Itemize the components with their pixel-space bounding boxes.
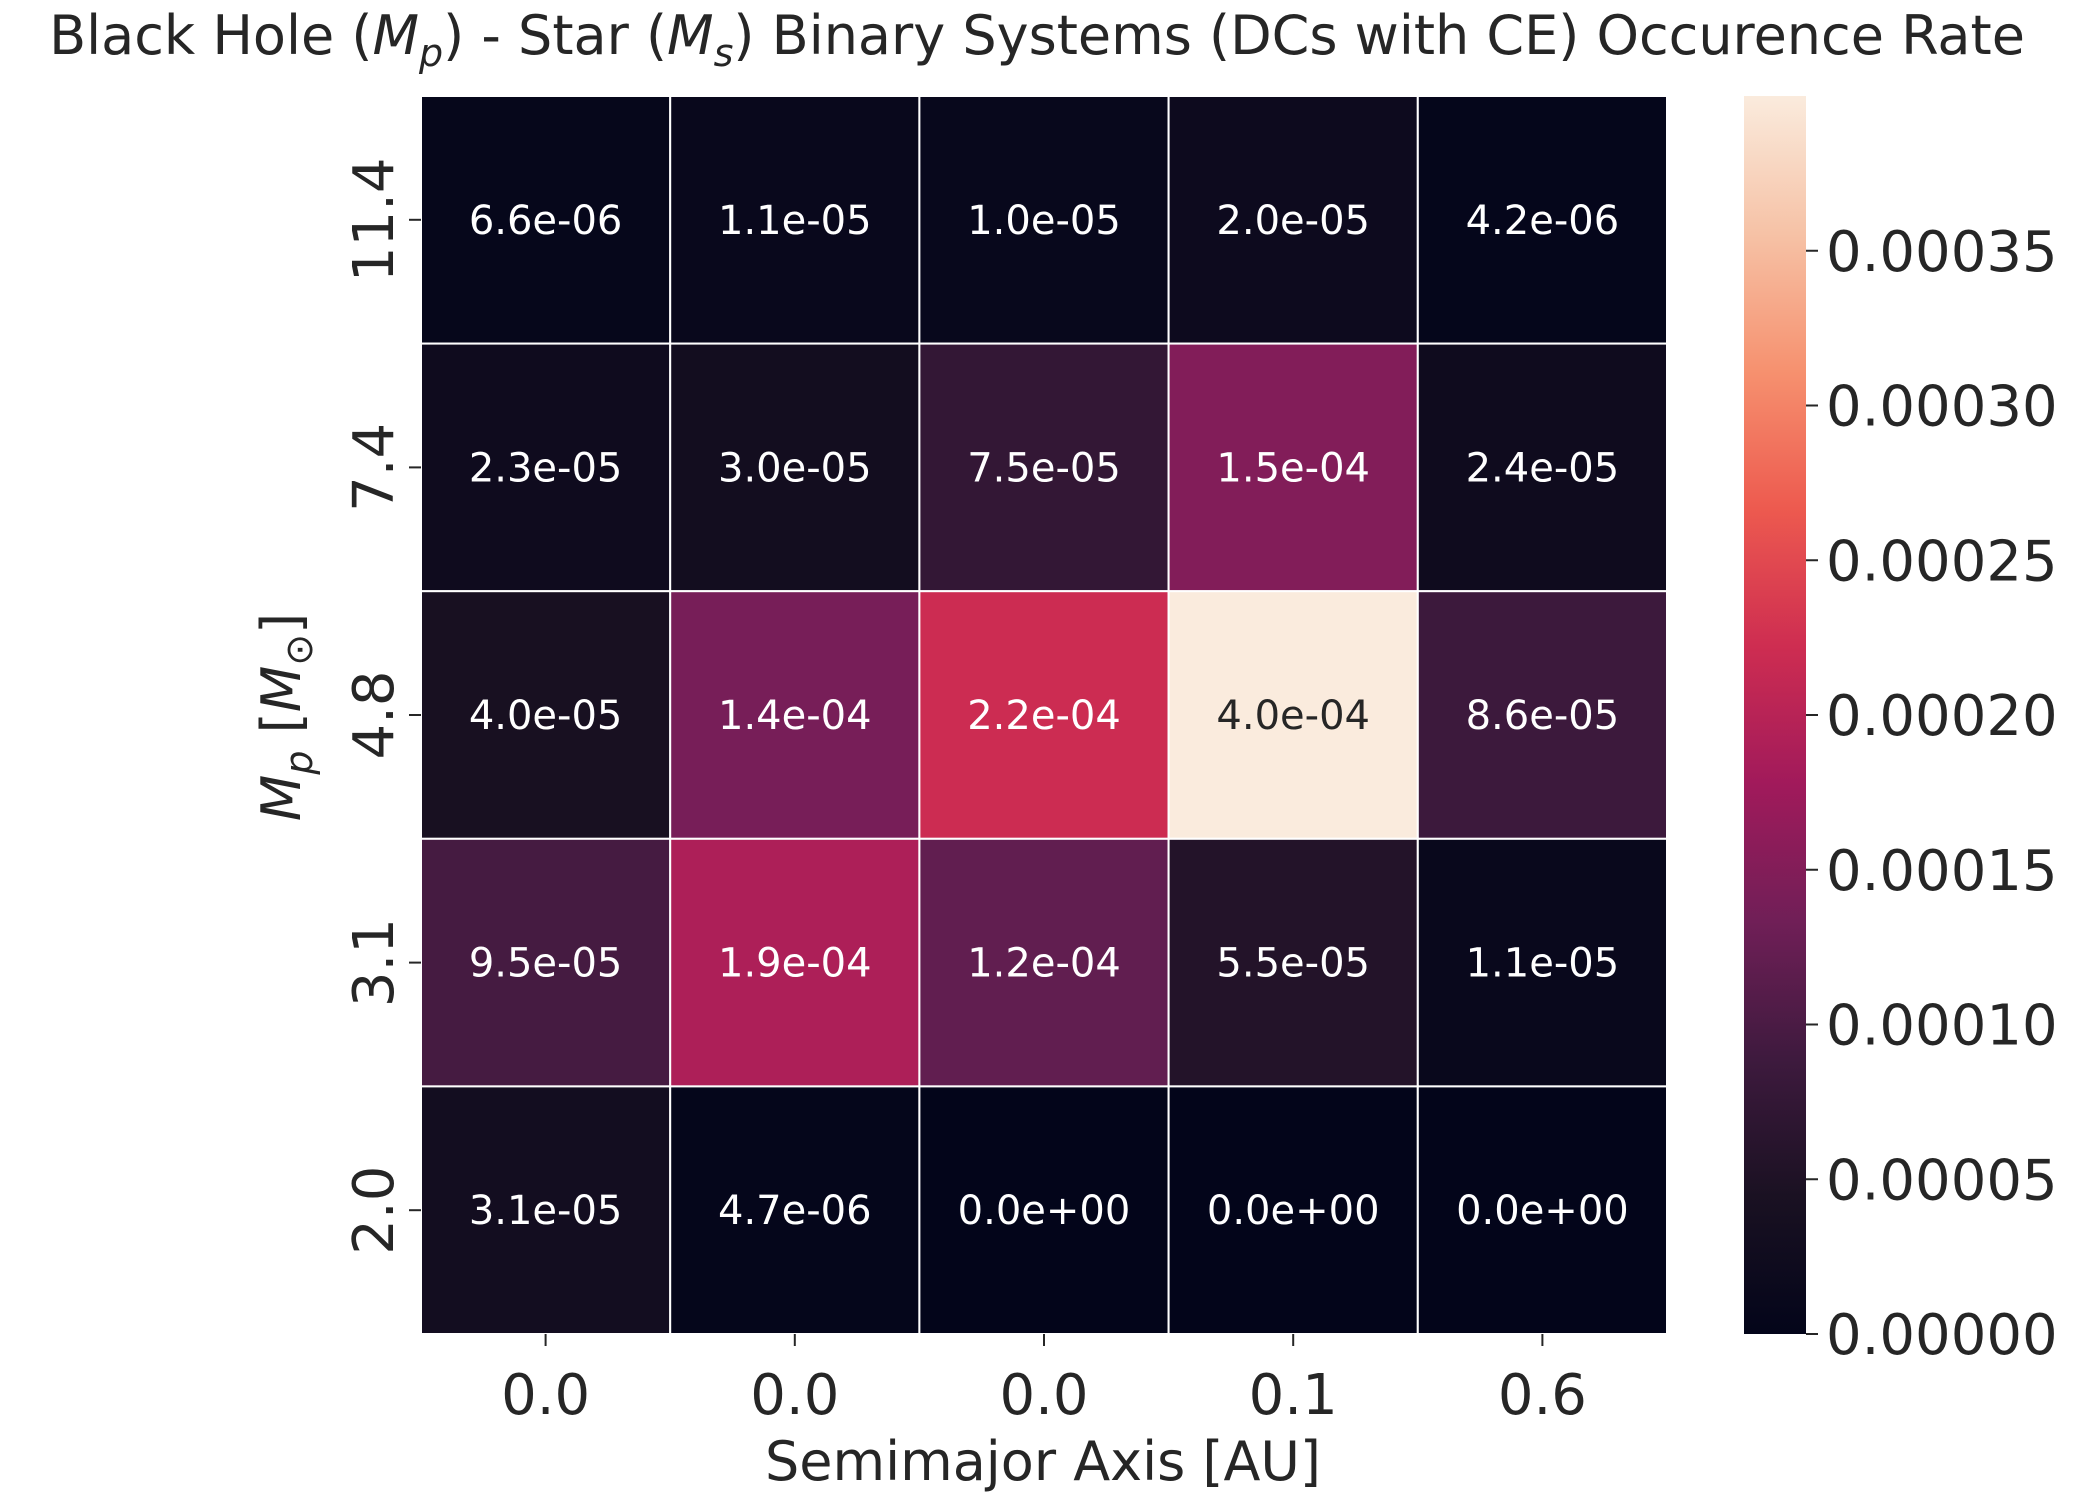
cell-value-label: 7.5e-05 xyxy=(967,445,1121,491)
x-tick-label: 0.0 xyxy=(501,1363,590,1428)
title-ms-sub: s xyxy=(714,31,734,75)
heatmap-cell-r3-c1 xyxy=(669,837,921,1088)
cell-value-label: 1.1e-05 xyxy=(1466,941,1620,987)
cell-value-label: 1.0e-05 xyxy=(967,198,1121,244)
colorbar-tick-label: 0.00025 xyxy=(1826,529,2058,594)
heatmap-cell-r1-c2 xyxy=(918,342,1170,593)
heatmap-cells xyxy=(420,95,1669,1336)
x-axis-label: Semimajor Axis [AU] xyxy=(765,1430,1321,1493)
x-tick-label: 0.6 xyxy=(1498,1363,1587,1428)
cell-value-label: 4.0e-04 xyxy=(1216,693,1370,739)
colorbar-tick-label: 0.00010 xyxy=(1826,994,2058,1059)
cell-value-label: 3.0e-05 xyxy=(718,445,872,491)
cell-value-label: 1.2e-04 xyxy=(967,941,1121,987)
heatmap-cell-r4-c4 xyxy=(1416,1085,1669,1336)
heatmap-cell-r0-c0 xyxy=(420,95,672,345)
heatmap-cell-r2-c2 xyxy=(918,590,1170,840)
heatmap-cell-r4-c1 xyxy=(669,1085,921,1336)
y-tick-label: 7.4 xyxy=(342,423,407,512)
y-tick-label: 11.4 xyxy=(342,157,407,282)
colorbar xyxy=(1744,96,1806,1334)
cell-value-label: 1.9e-04 xyxy=(718,941,872,987)
cell-value-label: 1.4e-04 xyxy=(718,693,872,739)
cell-value-label: 3.1e-05 xyxy=(469,1188,623,1234)
cell-value-label: 1.5e-04 xyxy=(1216,445,1370,491)
cell-value-label: 8.6e-05 xyxy=(1466,693,1620,739)
heatmap-cell-r3-c4 xyxy=(1416,837,1669,1088)
x-axis-ticks: 0.0 0.0 0.0 0.1 0.6 xyxy=(501,1334,1587,1428)
colorbar-tick-label: 0.00030 xyxy=(1826,375,2058,440)
cell-value-label: 2.2e-04 xyxy=(967,693,1121,739)
cell-value-label: 9.5e-05 xyxy=(469,941,623,987)
title-mp-symbol: M xyxy=(372,4,419,67)
title-ms-symbol: M xyxy=(667,4,714,67)
y-tick-label: 2.0 xyxy=(342,1166,407,1255)
y-axis-ticks: 11.4 7.4 4.8 3.1 2.0 xyxy=(342,157,421,1255)
heatmap-cell-r3-c3 xyxy=(1167,837,1419,1088)
cell-value-label: 5.5e-05 xyxy=(1216,941,1370,987)
colorbar-tick-label: 0.00035 xyxy=(1826,220,2058,285)
heatmap-cell-r0-c4 xyxy=(1416,95,1669,345)
x-tick-label: 0.0 xyxy=(750,1363,839,1428)
cell-value-label: 2.0e-05 xyxy=(1216,198,1370,244)
title-prefix: Black Hole ( xyxy=(49,4,372,67)
y-tick-label: 4.8 xyxy=(342,670,407,759)
heatmap-cell-r1-c0 xyxy=(420,342,672,593)
title-mp-sub: p xyxy=(418,31,443,75)
heatmap-cell-r4-c2 xyxy=(918,1085,1170,1336)
cell-value-label: 4.2e-06 xyxy=(1466,198,1620,244)
cell-value-label: 4.7e-06 xyxy=(718,1188,872,1234)
ylabel-unit-close: ] xyxy=(250,613,313,634)
ylabel-sub: p xyxy=(277,751,321,776)
cell-value-label: 4.0e-05 xyxy=(469,693,623,739)
ylabel-unit-symbol: M xyxy=(250,666,313,713)
cell-value-label: 0.0e+00 xyxy=(1456,1188,1629,1234)
title-mid: ) - Star ( xyxy=(443,4,667,67)
heatmap-cell-r0-c3 xyxy=(1167,95,1419,345)
ylabel-symbol: M xyxy=(250,775,313,822)
heatmap-cell-r0-c2 xyxy=(918,95,1170,345)
heatmap-cell-r0-c1 xyxy=(669,95,921,345)
x-tick-label: 0.0 xyxy=(999,1363,1088,1428)
colorbar-ticks: 0.00000 0.00005 0.00010 0.00015 0.00020 0.000… xyxy=(1806,220,2058,1368)
colorbar-tick-label: 0.00005 xyxy=(1826,1148,2058,1213)
cell-value-label: 0.0e+00 xyxy=(1207,1188,1380,1234)
ylabel-unit-sub: ⊙ xyxy=(277,634,321,666)
ylabel-unit-open: [ xyxy=(250,712,313,750)
x-tick-label: 0.1 xyxy=(1249,1363,1338,1428)
cell-value-label: 6.6e-06 xyxy=(469,198,623,244)
heatmap-cell-r4-c0 xyxy=(420,1085,672,1336)
heatmap-cell-r2-c1 xyxy=(669,590,921,840)
title-suffix: ) Binary Systems (DCs with CE) Occurence… xyxy=(733,4,2025,67)
heatmap-cell-r3-c2 xyxy=(918,837,1170,1088)
cell-value-label: 0.0e+00 xyxy=(958,1188,1131,1234)
heatmap-cell-labels: 6.6e-06 1.1e-05 1.0e-05 2.0e-05 4.2e-06 2.3e-… xyxy=(469,198,1629,1234)
y-axis-label: Mp [M⊙] xyxy=(250,613,321,821)
colorbar-tick-label: 0.00020 xyxy=(1826,684,2058,749)
heatmap-cell-r1-c4 xyxy=(1416,342,1669,593)
y-tick-label: 3.1 xyxy=(342,918,407,1007)
heatmap-cell-r2-c4 xyxy=(1416,590,1669,840)
cell-value-label: 2.4e-05 xyxy=(1466,445,1620,491)
colorbar-tick-label: 0.00015 xyxy=(1826,839,2058,904)
chart-title: Black Hole (Mp) - Star (Ms) Binary Syste… xyxy=(49,4,2025,75)
cell-value-label: 1.1e-05 xyxy=(718,198,872,244)
colorbar-tick-label: 0.00000 xyxy=(1826,1303,2058,1368)
heatmap-cell-r2-c3 xyxy=(1167,590,1419,840)
cell-value-label: 2.3e-05 xyxy=(469,445,623,491)
